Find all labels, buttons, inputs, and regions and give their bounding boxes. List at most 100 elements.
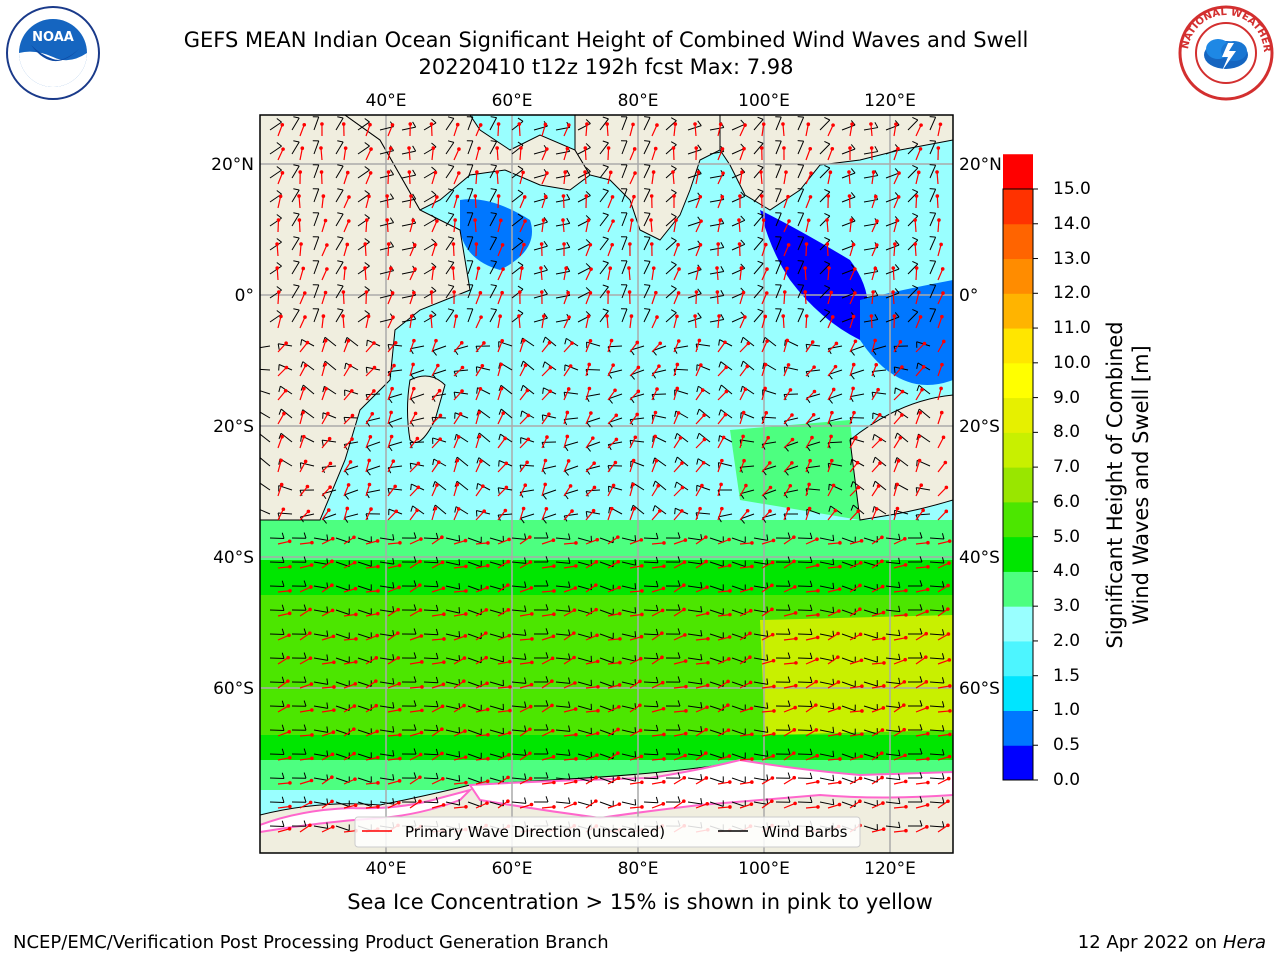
wind-barb-flag xyxy=(543,216,548,223)
wind-barb xyxy=(564,465,579,472)
wind-barb xyxy=(519,464,535,467)
wind-barb xyxy=(863,609,878,615)
wind-barb xyxy=(555,198,570,203)
wave-arrow xyxy=(893,414,903,425)
wind-barb xyxy=(696,484,711,491)
wind-barb-flag xyxy=(585,215,591,220)
wind-barb-flag xyxy=(607,444,612,451)
colorbar[interactable] xyxy=(1002,154,1038,781)
wind-barb xyxy=(753,287,764,299)
wave-arrow-head xyxy=(385,218,389,222)
wind-barb xyxy=(423,537,439,540)
wave-arrow xyxy=(453,196,458,209)
wave-arrow-head xyxy=(528,535,532,539)
wave-arrow xyxy=(650,219,653,233)
wind-barb-flag xyxy=(898,749,901,756)
wind-barb xyxy=(907,215,919,227)
wind-barb xyxy=(621,657,636,662)
wave-arrow xyxy=(607,268,611,281)
colorbar-segment xyxy=(1003,536,1033,572)
wind-barb xyxy=(467,801,482,808)
wave-arrow-head xyxy=(638,656,643,661)
wind-barb xyxy=(522,360,535,371)
wind-barb-flag xyxy=(435,628,439,635)
wave-arrow-head xyxy=(595,753,599,757)
wind-barb-flag xyxy=(447,140,454,143)
wind-barb xyxy=(863,199,878,203)
wind-barb-flag xyxy=(458,607,461,614)
wind-barb xyxy=(819,633,834,638)
wind-barb xyxy=(819,537,834,542)
wave-arrow-head xyxy=(309,778,314,783)
wave-arrow xyxy=(893,391,903,401)
wind-barb xyxy=(260,457,271,467)
wave-arrow xyxy=(739,389,746,401)
wave-arrow xyxy=(673,487,683,497)
wave-arrow xyxy=(387,243,390,257)
wind-barb xyxy=(775,212,782,227)
wave-arrow-head xyxy=(309,563,314,567)
wind-barb xyxy=(674,345,689,349)
wave-arrow-head xyxy=(308,800,313,805)
wind-barb xyxy=(863,657,878,663)
wave-arrow xyxy=(409,635,422,641)
wave-arrow-head xyxy=(501,267,505,271)
wind-barb-flag xyxy=(299,462,302,469)
wind-barb xyxy=(555,585,570,588)
wind-barb xyxy=(643,657,659,660)
wave-arrow-head xyxy=(704,751,708,755)
wave-arrow xyxy=(387,268,392,281)
wind-barb xyxy=(885,124,900,131)
wind-barb-flag xyxy=(545,676,549,683)
wave-arrow xyxy=(937,800,949,809)
wind-barb xyxy=(687,657,702,661)
wave-arrow xyxy=(343,661,356,665)
wave-arrow-head xyxy=(442,612,446,616)
wave-arrow xyxy=(717,564,730,569)
wave-arrow-head xyxy=(936,146,941,150)
wind-barb-flag xyxy=(670,117,677,122)
wind-barb xyxy=(445,262,455,275)
wind-barb xyxy=(599,190,609,203)
wind-barb-flag xyxy=(490,284,497,287)
wind-barb xyxy=(764,336,777,347)
wave-arrow xyxy=(321,438,331,449)
wave-arrow xyxy=(849,412,855,425)
wave-arrow-head xyxy=(485,563,490,568)
wind-barb-flag xyxy=(326,534,329,541)
wind-barb xyxy=(841,268,856,275)
wind-barb-flag xyxy=(740,360,744,367)
wind-barb-flag xyxy=(326,822,329,829)
wind-barb-flag xyxy=(797,308,804,310)
wave-arrow xyxy=(893,754,906,761)
wave-arrow-head xyxy=(894,122,898,126)
wind-barb-flag xyxy=(696,408,700,415)
wave-arrow-head xyxy=(518,290,522,294)
wave-arrow xyxy=(299,243,302,257)
wind-barb xyxy=(819,561,834,566)
wave-arrow-head xyxy=(341,314,345,318)
wave-arrow-head xyxy=(478,291,483,295)
wave-arrow-head xyxy=(455,194,460,199)
wind-barb-flag xyxy=(276,286,282,291)
wave-arrow-head xyxy=(435,195,439,199)
wave-arrow-head xyxy=(504,485,509,490)
wave-arrow-head xyxy=(411,386,416,391)
wave-arrow xyxy=(827,542,841,545)
wave-arrow xyxy=(497,776,509,785)
wind-barb xyxy=(410,369,425,375)
wave-arrow-head xyxy=(873,266,878,271)
wind-barb xyxy=(797,164,805,179)
wave-arrow xyxy=(365,540,378,545)
wind-barb xyxy=(498,341,513,347)
wind-barb xyxy=(929,308,937,323)
wave-arrow-head xyxy=(610,242,614,247)
colorbar-tick-label: 0.0 xyxy=(1053,770,1081,790)
wind-barb-flag xyxy=(545,580,549,587)
wind-barb-flag xyxy=(718,339,721,346)
wave-arrow-head xyxy=(676,339,681,343)
wind-barb-flag xyxy=(809,556,813,563)
wave-arrow xyxy=(343,778,356,785)
wind-barb-flag xyxy=(894,387,896,394)
wind-barb xyxy=(467,212,474,227)
